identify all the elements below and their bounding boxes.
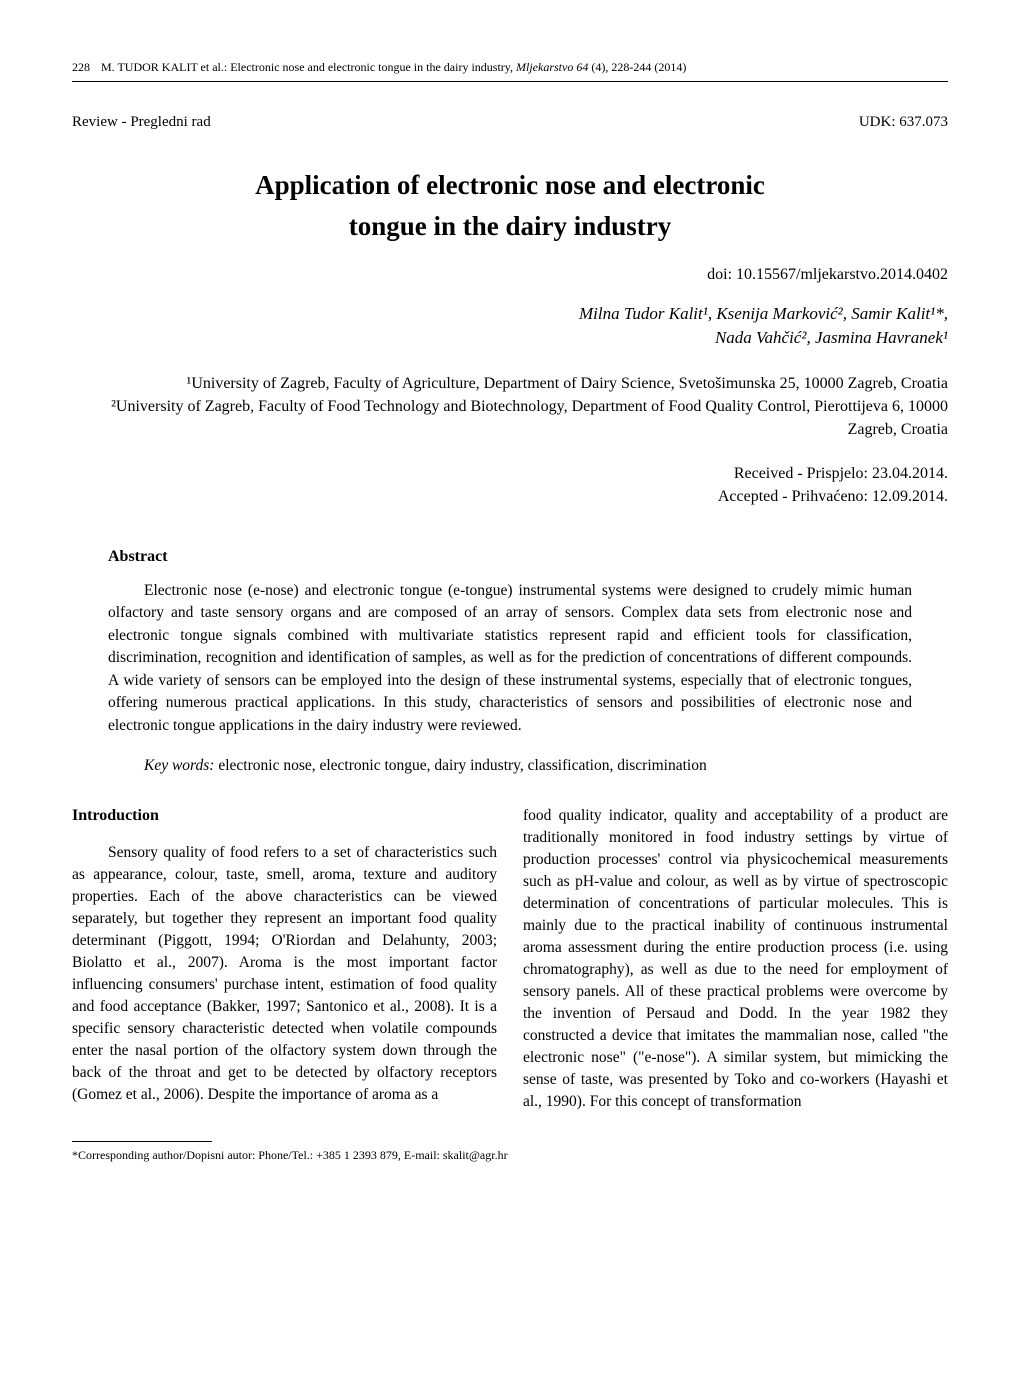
affiliations: ¹University of Zagreb, Faculty of Agricu… (72, 372, 948, 442)
authors-line2: Nada Vahčić², Jasmina Havranek¹ (72, 326, 948, 350)
footnote-rule (72, 1141, 212, 1142)
running-head-suffix: (4), 228-244 (2014) (591, 60, 686, 74)
affiliation-1: ¹University of Zagreb, Faculty of Agricu… (72, 372, 948, 395)
introduction-heading: Introduction (72, 805, 497, 828)
left-column: Introduction Sensory quality of food ref… (72, 805, 497, 1113)
keywords: Key words: electronic nose, electronic t… (72, 757, 948, 775)
paper-title-line1: Application of electronic nose and elect… (72, 165, 948, 206)
received-date: Received - Prispjelo: 23.04.2014. (72, 463, 948, 485)
page-number: 228 (72, 60, 90, 74)
doi: doi: 10.15567/mljekarstvo.2014.0402 (72, 266, 948, 284)
udk-code: UDK: 637.073 (859, 114, 948, 131)
meta-row: Review - Pregledni rad UDK: 637.073 (72, 114, 948, 131)
right-column: food quality indicator, quality and acce… (523, 805, 948, 1113)
keywords-label: Key words: (144, 757, 214, 774)
keywords-values: electronic nose, electronic tongue, dair… (214, 757, 706, 774)
body-columns: Introduction Sensory quality of food ref… (72, 805, 948, 1113)
title-block: Application of electronic nose and elect… (72, 165, 948, 246)
intro-left-text: Sensory quality of food refers to a set … (72, 842, 497, 1106)
running-header: 228 M. TUDOR KALIT et al.: Electronic no… (72, 60, 948, 82)
paper-title-line2: tongue in the dairy industry (72, 206, 948, 247)
article-type: Review - Pregledni rad (72, 114, 211, 131)
running-head-journal: Mljekarstvo 64 (516, 60, 591, 74)
affiliation-2: ²University of Zagreb, Faculty of Food T… (72, 395, 948, 441)
abstract-body: Electronic nose (e-nose) and electronic … (72, 580, 948, 737)
accepted-date: Accepted - Prihvaćeno: 12.09.2014. (72, 486, 948, 508)
dates-block: Received - Prispjelo: 23.04.2014. Accept… (72, 463, 948, 508)
intro-right-text: food quality indicator, quality and acce… (523, 805, 948, 1113)
abstract-heading: Abstract (72, 548, 948, 566)
corresponding-author-footnote: *Corresponding author/Dopisni autor: Pho… (72, 1148, 948, 1163)
running-head-prefix: M. TUDOR KALIT et al.: Electronic nose a… (101, 60, 516, 74)
authors: Milna Tudor Kalit¹, Ksenija Marković², S… (72, 302, 948, 350)
authors-line1: Milna Tudor Kalit¹, Ksenija Marković², S… (72, 302, 948, 326)
